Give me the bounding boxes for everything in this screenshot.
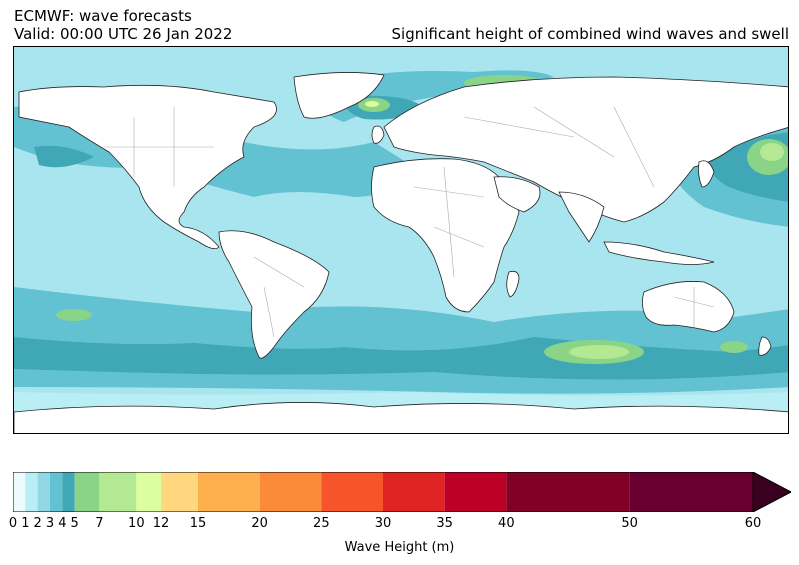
- colorbar-tick-label: 3: [45, 516, 55, 531]
- landmass-madagascar: [506, 270, 520, 298]
- colorbar-tick-label: 25: [313, 516, 330, 531]
- title-line-2: Valid: 00:00 UTC 26 Jan 2022: [14, 25, 233, 43]
- political-borders: [104, 106, 715, 338]
- colorbar-svg: [12, 471, 793, 513]
- wave-bands: [14, 70, 788, 412]
- colorbar-segment: [62, 472, 75, 512]
- landmass-south-america: [218, 230, 330, 359]
- landmass-uk: [371, 125, 385, 144]
- colorbar-segment: [25, 472, 38, 512]
- colorbar-tick-label: 4: [58, 516, 67, 531]
- wave-band-7-10m-north-pacific: [760, 143, 784, 161]
- colorbar-segment: [99, 472, 137, 512]
- colorbar-label: Wave Height (m): [344, 540, 455, 555]
- colorbar-segment: [74, 472, 100, 512]
- title-line-1: ECMWF: wave forecasts: [14, 7, 192, 25]
- colorbar-segment: [136, 472, 161, 512]
- landmass-greenland: [293, 72, 385, 119]
- wave-map: [13, 46, 789, 434]
- wave-band-4-5m-north-atlantic: [34, 145, 94, 168]
- colorbar-tick-label: 5: [70, 516, 79, 531]
- colorbar-segment: [161, 472, 198, 512]
- colorbar-tick-label: 15: [189, 516, 207, 531]
- colorbar-tick-label: 12: [152, 516, 170, 531]
- colorbar-segment: [629, 472, 753, 512]
- colorbar-segment: [506, 472, 630, 512]
- colorbar-tick-label: 30: [374, 516, 392, 531]
- colorbar-segment: [259, 472, 322, 512]
- variable-title: Significant height of combined wind wave…: [391, 25, 790, 43]
- landmass-indonesia: [603, 241, 715, 265]
- colorbar-segment: [444, 472, 507, 512]
- colorbar-tick-label: 40: [498, 516, 515, 531]
- colorbar-tick-label: 0: [8, 516, 18, 531]
- colorbar-tick-label: 7: [95, 516, 104, 531]
- landmass-india: [558, 191, 605, 243]
- landmass-north-america: [18, 84, 277, 250]
- colorbar-segment: [383, 472, 445, 512]
- colorbar-segment: [37, 472, 50, 512]
- colorbar: [12, 471, 793, 513]
- colorbar-tick-label: 35: [436, 516, 453, 531]
- colorbar-tick-label: 60: [744, 516, 762, 531]
- world-map-svg: [14, 47, 788, 433]
- landmass-antarctica: [14, 402, 788, 433]
- wave-band-7-10m-south-indian: [569, 345, 629, 359]
- landmass-japan: [698, 160, 715, 188]
- colorbar-extend-triangle: [752, 471, 793, 513]
- wave-band-5-7m-south-atlantic: [56, 309, 92, 321]
- landmass-arabia: [493, 176, 541, 213]
- colorbar-segment: [50, 472, 63, 512]
- wave-band-5-7m-south-pacific: [720, 341, 748, 353]
- colorbar-tick-label: 20: [251, 516, 268, 531]
- colorbar-segment: [198, 472, 260, 512]
- colorbar-tick-label: 2: [33, 516, 42, 531]
- landmass-europe-asia: [383, 76, 788, 223]
- colorbar-segment: [321, 472, 383, 512]
- colorbar-tick-label: 1: [21, 516, 30, 531]
- landmass-new-zealand: [758, 336, 772, 356]
- colorbar-tick-label: 10: [128, 516, 145, 531]
- colorbar-tick-label: 50: [621, 516, 638, 531]
- landmass-australia: [642, 281, 735, 333]
- figure-title: ECMWF: wave forecasts Valid: 00:00 UTC 2…: [14, 7, 232, 43]
- wave-band-1-2m-antarctic-coast: [14, 392, 788, 412]
- wave-band-7-10m-iceland: [365, 101, 379, 107]
- colorbar-segment: [13, 472, 26, 512]
